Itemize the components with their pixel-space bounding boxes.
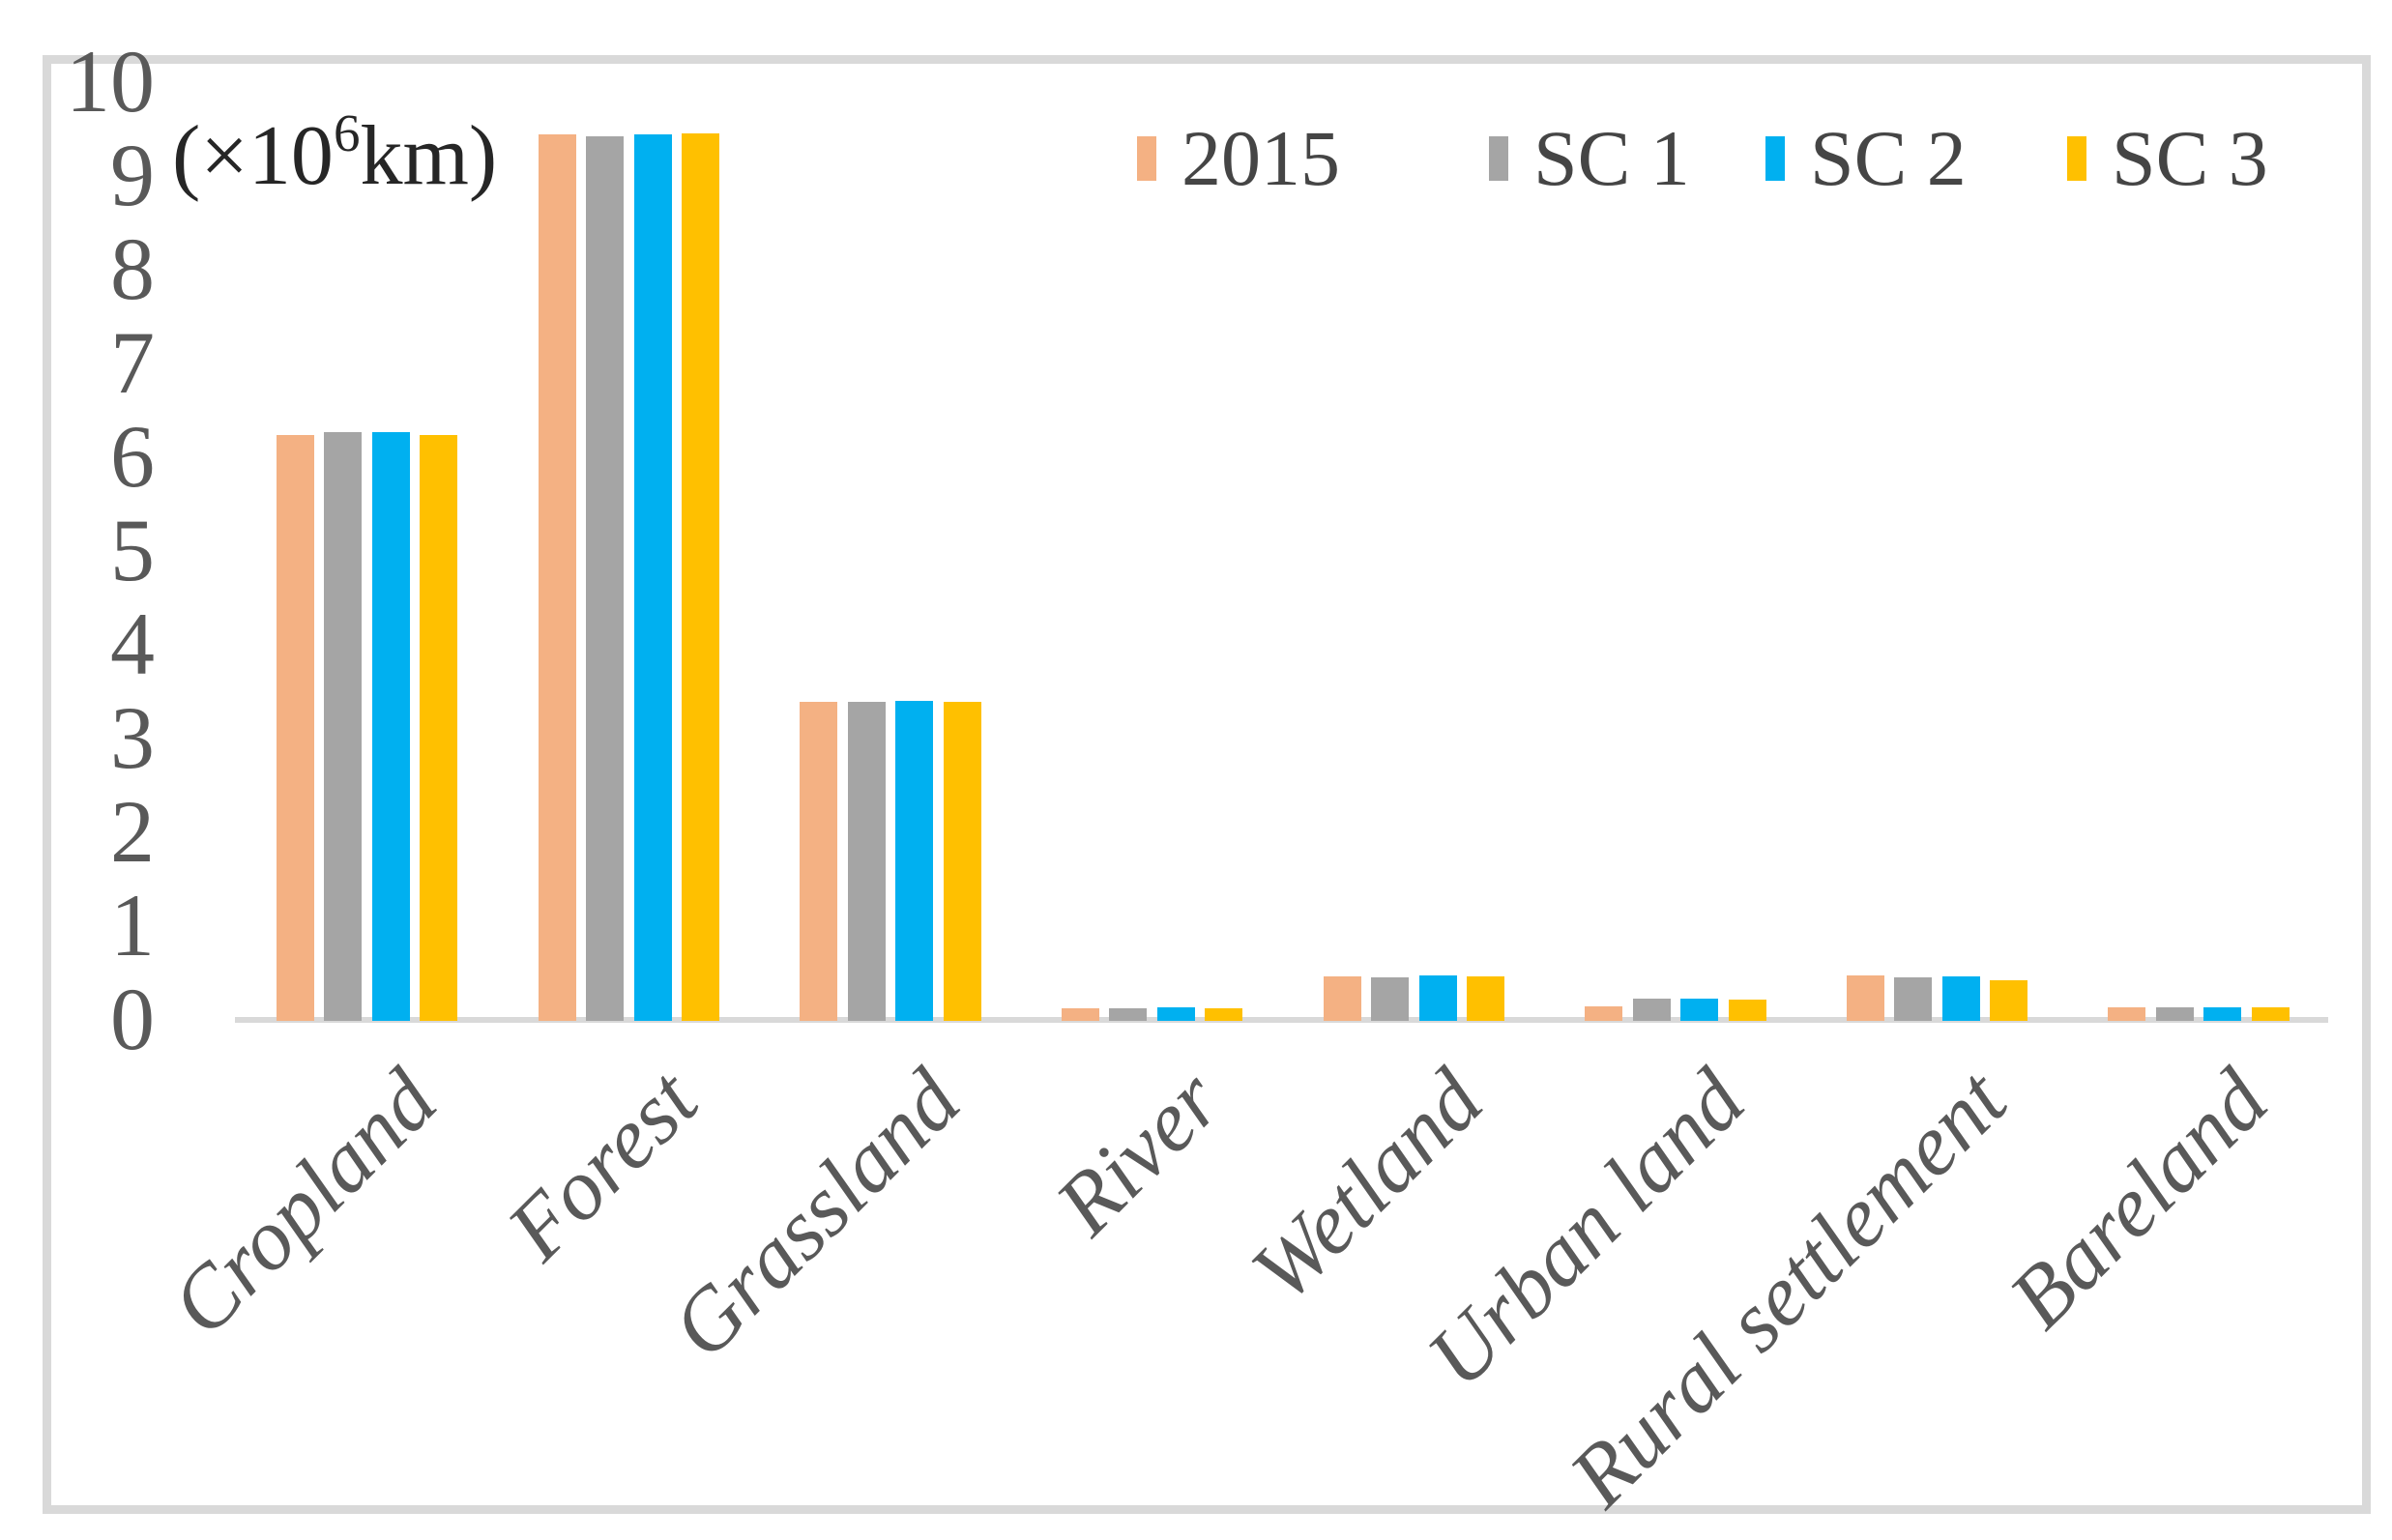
unit-suffix: km)	[360, 109, 498, 203]
unit-prefix: (×10	[172, 109, 334, 203]
legend-label-sc-1: SC 1	[1533, 114, 1690, 202]
legend-label-sc-2: SC 2	[1810, 114, 1967, 202]
y-tick-label-2: 2	[110, 782, 155, 882]
bar-river-sc-1	[1109, 1008, 1147, 1021]
bar-urban-land-sc-2	[1680, 999, 1718, 1021]
bar-wetland-sc-1	[1371, 977, 1409, 1021]
bar-rural-settlement-sc-3	[1990, 980, 2027, 1021]
bar-grassland-sc-3	[944, 702, 981, 1021]
legend-marker-sc-2	[1765, 136, 1785, 181]
y-axis-unit-label: (×106km)	[172, 106, 497, 199]
legend-item-2015: 2015	[1137, 119, 1340, 198]
bar-cropland-2015	[277, 435, 314, 1021]
bar-forest-sc-3	[682, 133, 719, 1021]
legend-marker-2015	[1137, 136, 1156, 181]
y-tick-label-8: 8	[110, 219, 155, 319]
bar-bareland-sc-2	[2203, 1007, 2241, 1021]
y-tick-label-7: 7	[110, 313, 155, 413]
legend-marker-sc-3	[2067, 136, 2086, 181]
bar-river-sc-3	[1205, 1008, 1242, 1021]
bar-wetland-sc-2	[1419, 975, 1457, 1021]
bar-wetland-sc-3	[1467, 976, 1504, 1021]
legend-label-sc-3: SC 3	[2112, 114, 2268, 202]
bar-river-2015	[1062, 1008, 1099, 1021]
bar-rural-settlement-sc-1	[1894, 977, 1932, 1021]
bar-grassland-2015	[800, 702, 837, 1021]
legend-marker-sc-1	[1489, 136, 1508, 181]
legend-label-2015: 2015	[1181, 114, 1340, 202]
bar-bareland-sc-1	[2156, 1007, 2194, 1021]
y-tick-label-0: 0	[110, 970, 155, 1069]
unit-superscript: 6	[333, 103, 361, 162]
x-axis-line	[235, 1017, 2328, 1023]
bar-forest-2015	[539, 134, 576, 1021]
bar-cropland-sc-3	[420, 435, 457, 1021]
y-tick-label-3: 3	[110, 688, 155, 788]
bar-rural-settlement-2015	[1847, 975, 1884, 1021]
y-tick-label-9: 9	[110, 126, 155, 225]
bar-urban-land-sc-1	[1633, 999, 1671, 1021]
y-tick-label-10: 10	[66, 32, 155, 131]
y-tick-label-6: 6	[110, 407, 155, 507]
y-tick-label-4: 4	[110, 595, 155, 694]
y-tick-label-5: 5	[110, 501, 155, 600]
legend-item-sc-2: SC 2	[1765, 119, 1967, 198]
y-tick-label-1: 1	[110, 876, 155, 975]
bar-forest-sc-2	[634, 134, 672, 1021]
legend-item-sc-3: SC 3	[2067, 119, 2268, 198]
bar-wetland-2015	[1324, 976, 1361, 1021]
bar-grassland-sc-2	[895, 701, 933, 1021]
bar-urban-land-sc-3	[1729, 1000, 1766, 1021]
bar-grassland-sc-1	[848, 702, 886, 1021]
bar-rural-settlement-sc-2	[1942, 976, 1980, 1021]
legend-item-sc-1: SC 1	[1489, 119, 1690, 198]
bar-urban-land-2015	[1585, 1006, 1622, 1021]
bar-bareland-2015	[2108, 1007, 2145, 1021]
bar-bareland-sc-3	[2252, 1007, 2290, 1021]
bar-forest-sc-1	[586, 136, 624, 1021]
bar-cropland-sc-1	[324, 432, 362, 1021]
bar-river-sc-2	[1157, 1007, 1195, 1021]
bar-cropland-sc-2	[372, 432, 410, 1021]
